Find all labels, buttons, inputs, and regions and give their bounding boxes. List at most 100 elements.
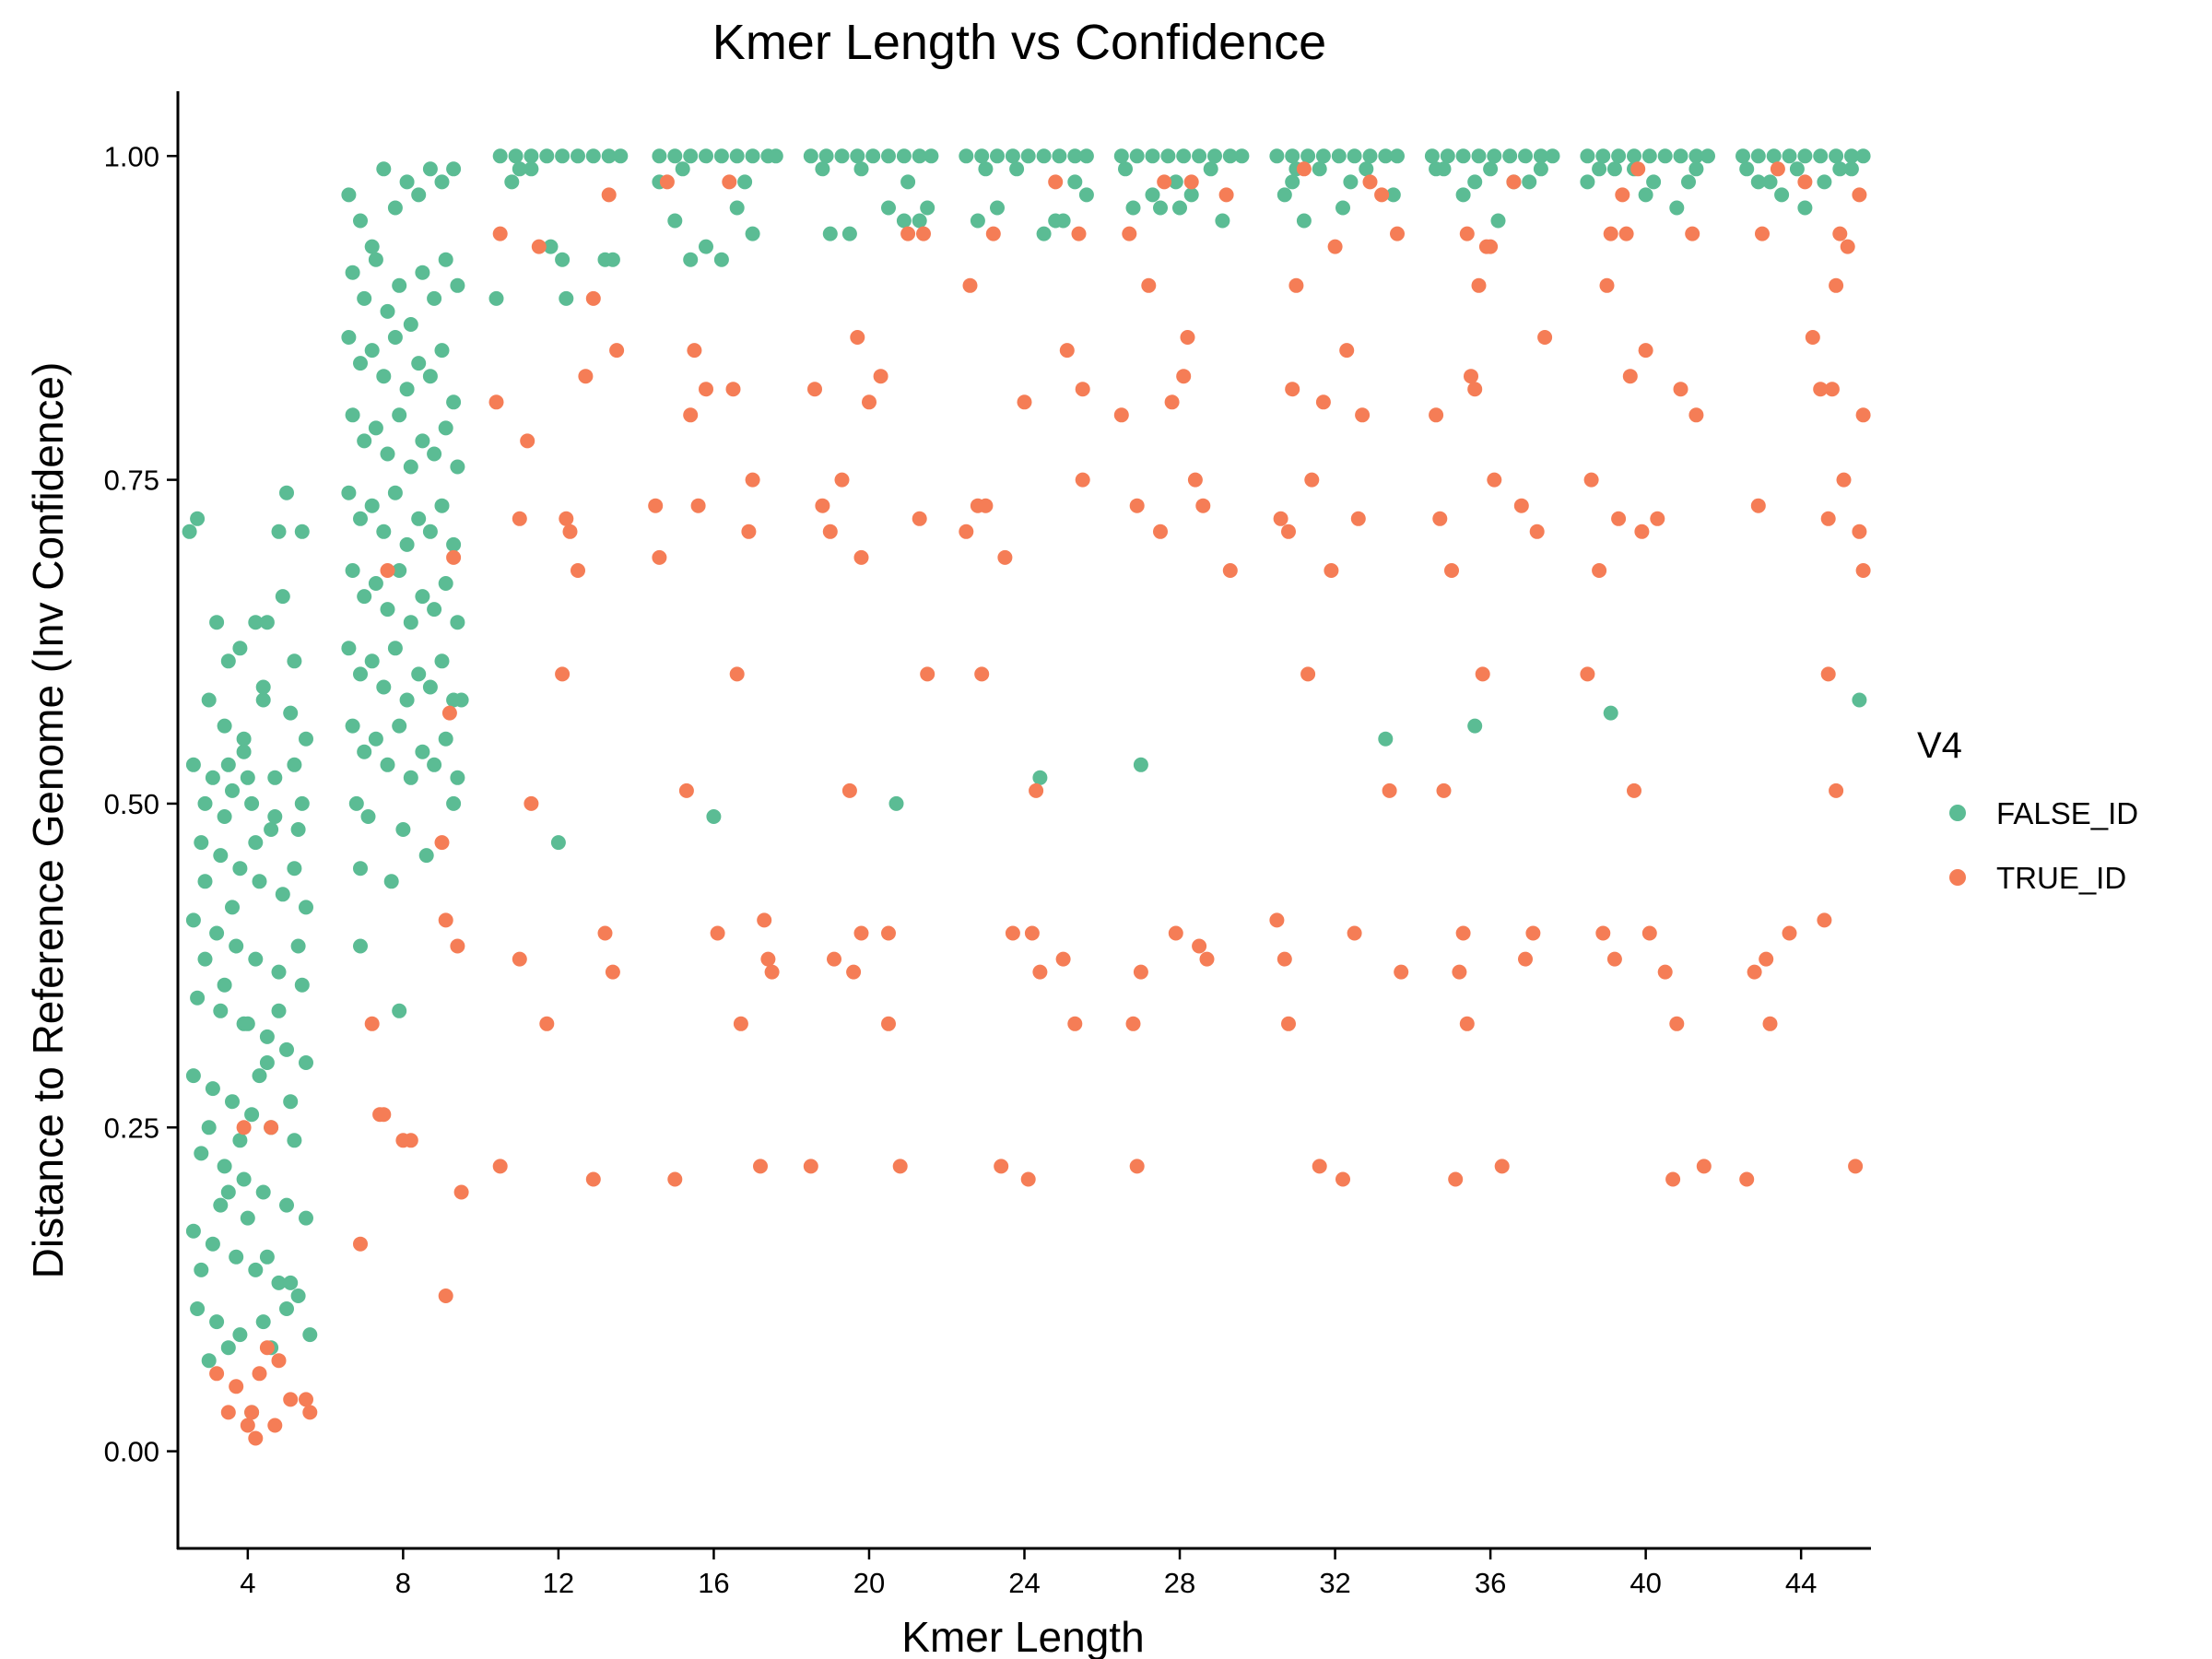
point-true-id [1669, 1016, 1685, 1031]
point-false-id [236, 744, 252, 759]
point-false-id [364, 498, 380, 513]
point-true-id [1133, 964, 1148, 980]
point-false-id [446, 536, 462, 552]
point-true-id [1688, 407, 1704, 423]
point-false-id [190, 990, 206, 1006]
point-true-id [1606, 951, 1622, 967]
point-false-id [236, 731, 252, 747]
point-true-id [916, 226, 931, 241]
point-true-id [512, 951, 527, 967]
point-true-id [1285, 382, 1300, 397]
point-true-id [1750, 498, 1766, 513]
point-true-id [524, 795, 539, 811]
point-true-id [1455, 925, 1471, 941]
point-false-id [601, 148, 617, 164]
point-false-id [368, 420, 383, 436]
point-false-id [450, 770, 465, 785]
legend: V4 FALSE_ID TRUE_ID [1917, 725, 2138, 895]
point-true-id [438, 912, 453, 928]
point-true-id [1448, 1171, 1464, 1187]
point-true-id [1024, 925, 1040, 941]
point-false-id [920, 200, 935, 216]
point-true-id [450, 938, 465, 954]
point-false-id [803, 148, 818, 164]
point-false-id [271, 1275, 287, 1290]
point-false-id [248, 951, 264, 967]
point-false-id [990, 148, 1005, 164]
point-false-id [1762, 174, 1778, 190]
point-false-id [422, 679, 438, 695]
point-false-id [418, 848, 434, 864]
point-false-id [1638, 187, 1653, 203]
point-true-id [1312, 1159, 1327, 1174]
point-false-id [197, 874, 213, 889]
point-false-id [1817, 174, 1832, 190]
point-true-id [1755, 226, 1770, 241]
point-true-id [585, 1171, 601, 1187]
point-false-id [1020, 148, 1036, 164]
point-true-id [1852, 187, 1867, 203]
point-false-id [283, 1275, 299, 1290]
point-false-id [683, 148, 699, 164]
point-false-id [1129, 148, 1145, 164]
point-true-id [757, 912, 772, 928]
point-false-id [745, 148, 760, 164]
point-false-id [1855, 148, 1871, 164]
x-tick-label: 44 [1785, 1567, 1817, 1599]
point-true-id [1618, 226, 1634, 241]
point-true-id [1855, 563, 1871, 578]
point-false-id [225, 1094, 240, 1110]
point-false-id [201, 1120, 217, 1135]
point-true-id [1339, 343, 1355, 359]
point-false-id [1335, 200, 1350, 216]
point-false-id [229, 1249, 244, 1265]
point-false-id [1362, 148, 1378, 164]
point-false-id [841, 226, 857, 241]
point-true-id [1055, 951, 1071, 967]
point-false-id [446, 394, 462, 410]
point-false-id [543, 239, 559, 254]
point-false-id [357, 744, 372, 759]
point-true-id [1820, 511, 1836, 526]
point-false-id [1192, 148, 1207, 164]
point-true-id [1350, 511, 1366, 526]
point-true-id [446, 549, 462, 565]
point-true-id [252, 1366, 267, 1382]
point-false-id [1153, 200, 1168, 216]
legend-item-true-id: TRUE_ID [1949, 861, 2126, 895]
point-false-id [387, 641, 403, 656]
point-true-id [1820, 666, 1836, 682]
point-true-id [520, 433, 535, 449]
point-true-id [1394, 964, 1409, 980]
point-false-id [348, 795, 364, 811]
point-false-id [229, 938, 244, 954]
point-true-id [1382, 782, 1397, 798]
point-false-id [275, 887, 290, 902]
point-false-id [360, 809, 376, 824]
point-true-id [959, 524, 974, 539]
point-false-id [1603, 705, 1618, 721]
point-false-id [1487, 148, 1502, 164]
point-false-id [1533, 161, 1548, 177]
point-true-id [690, 498, 706, 513]
point-false-id [387, 200, 403, 216]
point-false-id [345, 407, 360, 423]
point-true-id [1603, 226, 1618, 241]
point-true-id [667, 1171, 683, 1187]
point-false-id [1296, 213, 1312, 229]
point-false-id [255, 692, 271, 708]
point-false-id [450, 459, 465, 475]
point-true-id [1362, 174, 1378, 190]
point-true-id [1583, 472, 1599, 488]
point-false-id [450, 277, 465, 293]
point-false-id [209, 925, 225, 941]
point-false-id [244, 795, 260, 811]
point-false-id [1207, 148, 1222, 164]
point-true-id [659, 174, 675, 190]
point-true-id [1199, 951, 1215, 967]
point-true-id [1444, 563, 1459, 578]
point-true-id [853, 549, 869, 565]
point-true-id [760, 951, 776, 967]
point-true-id [1192, 938, 1207, 954]
